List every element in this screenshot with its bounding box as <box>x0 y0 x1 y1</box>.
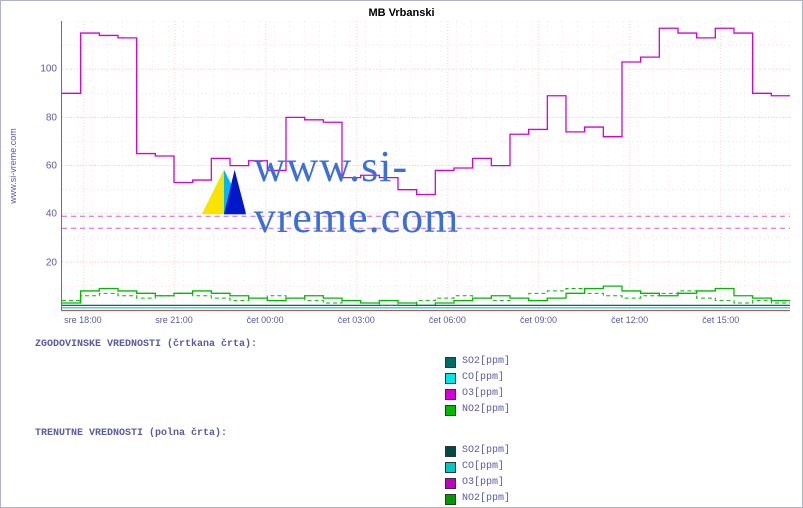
chart-area: www.si-vreme.com 20406080100 <box>61 21 790 311</box>
y-tick-label: 60 <box>27 161 57 172</box>
legend-label: CO[ppm] <box>462 370 504 386</box>
x-tick-label: čet 12:00 <box>611 315 648 325</box>
legend-item: O3[ppm] <box>445 386 790 402</box>
legend-swatch <box>445 478 456 489</box>
legend-swatch <box>445 357 456 368</box>
legend-swatch <box>445 389 456 400</box>
y-tick-label: 40 <box>27 209 57 220</box>
legend-label: NO2[ppm] <box>462 491 510 507</box>
legend-item: CO[ppm] <box>445 370 790 386</box>
legend-swatch <box>445 405 456 416</box>
x-axis-ticks: sre 18:00 sre 21:00 čet 00:00 čet 03:00 čet … <box>61 311 790 329</box>
legend-current-title: TRENUTNE VREDNOSTI (polna črta): <box>35 428 790 439</box>
legend-item: NO2[ppm] <box>445 402 790 418</box>
legend-item: SO2[ppm] <box>445 354 790 370</box>
x-tick-label: sre 21:00 <box>155 315 193 325</box>
x-tick-label: čet 00:00 <box>247 315 284 325</box>
legend-label: SO2[ppm] <box>462 354 510 370</box>
legend-swatch <box>445 494 456 505</box>
x-tick-label: čet 15:00 <box>702 315 739 325</box>
legend-item: CO[ppm] <box>445 459 790 475</box>
y-tick-label: 100 <box>27 64 57 75</box>
legend-label: CO[ppm] <box>462 459 504 475</box>
legend-historical-title: ZGODOVINSKE VREDNOSTI (črtkana črta): <box>35 339 790 350</box>
legend-swatch <box>445 373 456 384</box>
legend-label: O3[ppm] <box>462 386 504 402</box>
legend-swatch <box>445 462 456 473</box>
legend-label: NO2[ppm] <box>462 402 510 418</box>
y-axis-ticks: 20 40 60 80 100 <box>27 21 57 311</box>
legend-label: SO2[ppm] <box>462 443 510 459</box>
y-tick-label: 80 <box>27 112 57 123</box>
legend-item: NO2[ppm] <box>445 491 790 507</box>
legend-historical-items: SO2[ppm]CO[ppm]O3[ppm]NO2[ppm] <box>445 354 790 418</box>
legend-current-items: SO2[ppm]CO[ppm]O3[ppm]NO2[ppm] <box>445 443 790 507</box>
legend-area: ZGODOVINSKE VREDNOSTI (črtkana črta): SO… <box>35 339 790 507</box>
legend-label: O3[ppm] <box>462 475 504 491</box>
x-tick-label: čet 09:00 <box>520 315 557 325</box>
chart-title: MB Vrbanski <box>1 1 802 21</box>
y-axis-label: www.si-vreme.com <box>8 128 18 204</box>
legend-item: O3[ppm] <box>445 475 790 491</box>
chart-plot <box>61 21 790 311</box>
legend-swatch <box>445 446 456 457</box>
x-tick-label: sre 18:00 <box>64 315 102 325</box>
legend-item: SO2[ppm] <box>445 443 790 459</box>
x-tick-label: čet 06:00 <box>429 315 466 325</box>
y-tick-label: 20 <box>27 257 57 268</box>
x-tick-label: čet 03:00 <box>338 315 375 325</box>
